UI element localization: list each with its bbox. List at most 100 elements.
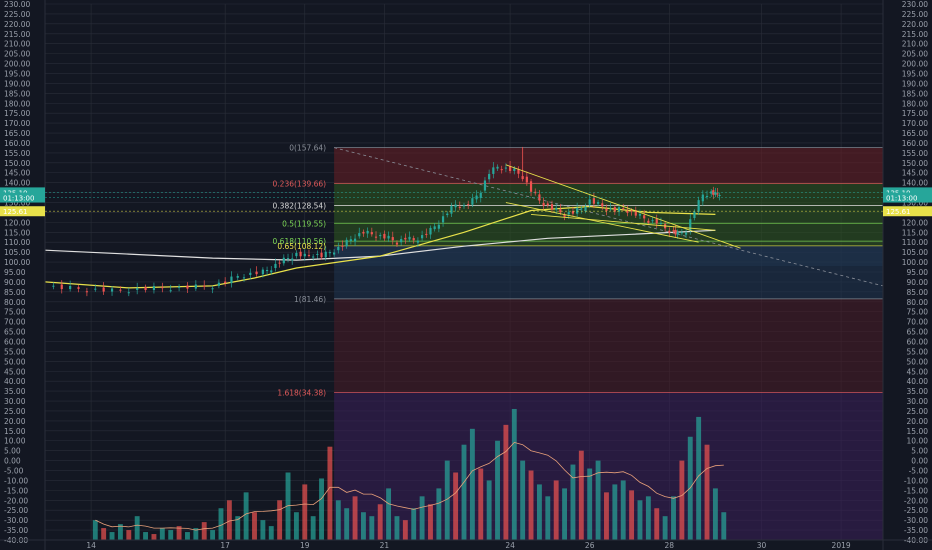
fib-zone — [334, 298, 883, 393]
candle-body — [450, 206, 453, 214]
candle-body — [282, 257, 285, 264]
y-tick-label: 80.00 — [907, 298, 929, 307]
candle-body — [555, 208, 558, 210]
volume-bar — [645, 496, 651, 540]
y-tick-label: 25.00 — [907, 407, 929, 416]
candle-body — [617, 207, 621, 212]
candle-body — [475, 195, 478, 200]
y-tick-label: 185.00 — [902, 89, 928, 98]
y-tick-label: 185.00 — [4, 89, 30, 98]
x-tick-label: 21 — [380, 541, 390, 550]
candle-body — [689, 219, 692, 231]
volume-bar — [360, 512, 366, 540]
volume-bar — [553, 480, 559, 540]
candle-body — [353, 238, 357, 242]
volume-bar — [545, 496, 551, 540]
candle-body — [291, 258, 294, 261]
y-tick-label: 100.00 — [4, 258, 30, 267]
volume-bar — [377, 504, 383, 540]
price-tag — [883, 206, 932, 217]
y-tick-label: 190.00 — [902, 79, 928, 88]
candle-body — [169, 290, 172, 292]
fib-label: 0.618(110.56) — [273, 237, 327, 246]
volume-bar — [394, 516, 400, 540]
candle-body — [370, 232, 373, 235]
x-tick-label: 2019 — [832, 541, 851, 550]
volume-bar — [143, 532, 149, 540]
candle-body — [345, 239, 348, 247]
y-tick-label: 5.00 — [911, 447, 928, 456]
candle-body — [349, 239, 352, 242]
volume-bar — [302, 484, 308, 540]
y-tick-label: 70.00 — [907, 318, 929, 327]
candle-body — [161, 287, 164, 289]
candle-body — [391, 237, 394, 241]
volume-bar — [226, 500, 232, 540]
y-tick-label: -20.00 — [4, 496, 28, 505]
candle-body — [716, 193, 719, 195]
trendlines[interactable] — [505, 164, 741, 249]
x-axis[interactable]: 14 17 19 21 24 26 28 30 2019 — [0, 539, 932, 550]
candle-body — [643, 215, 646, 219]
trendline — [505, 202, 699, 243]
candle-body — [693, 211, 696, 219]
candle-body — [374, 236, 378, 238]
y-tick-label: 40.00 — [4, 377, 26, 386]
y-tick-label: 65.00 — [4, 328, 26, 337]
volume-bar — [704, 444, 710, 540]
y-tick-label: 230.00 — [4, 0, 30, 9]
y-tick-label: 5.00 — [4, 447, 21, 456]
volume-bar — [235, 516, 241, 540]
y-tick-label: 140.00 — [4, 179, 30, 188]
candle-body — [136, 288, 139, 290]
candle-body — [634, 210, 637, 216]
y-tick-label: -5.00 — [4, 467, 24, 476]
volume-bar — [536, 484, 542, 540]
candle-body — [529, 181, 533, 192]
y-tick-label: 95.00 — [4, 268, 26, 277]
y-tick-label: 60.00 — [907, 337, 929, 346]
candle-body — [387, 235, 390, 239]
y-tick-label: 100.00 — [902, 258, 928, 267]
y-tick-label: 70.00 — [4, 318, 26, 327]
volume-bar — [176, 526, 182, 540]
y-tick-label: 110.00 — [4, 238, 30, 247]
candle-body — [230, 276, 233, 284]
volume-bar — [604, 492, 609, 540]
candle-body — [710, 191, 713, 194]
fib-zone — [334, 205, 883, 224]
candle-body — [217, 282, 220, 286]
fib-zone — [334, 245, 883, 267]
y-tick-label: -30.00 — [4, 516, 28, 525]
candle-body — [307, 254, 311, 256]
y-tick-label: 80.00 — [4, 298, 26, 307]
volume-bar — [671, 496, 676, 540]
fib-label: 0.382(128.54) — [273, 201, 327, 210]
y-tick-label: 105.00 — [4, 248, 30, 257]
y-tick-label: 140.00 — [902, 179, 928, 188]
candle-body — [102, 287, 105, 292]
candle-body — [421, 235, 424, 239]
y-tick-label: -15.00 — [4, 486, 28, 495]
x-tick-label: 26 — [585, 541, 595, 550]
volume-bar — [712, 488, 718, 540]
volume-bar — [101, 528, 107, 540]
y-tick-label: 45.00 — [907, 367, 929, 376]
candle-body — [462, 205, 466, 207]
candle-body — [152, 285, 156, 291]
volume-bar — [411, 508, 417, 540]
y-tick-label: 105.00 — [902, 248, 928, 257]
y-tick-label: -15.00 — [904, 486, 928, 495]
volume-bar — [369, 516, 375, 540]
candle-body — [559, 209, 562, 213]
y-tick-label: 180.00 — [4, 99, 30, 108]
candle-body — [395, 242, 399, 245]
candle-body — [333, 252, 336, 255]
volume-bar — [327, 446, 333, 540]
y-tick-label: 0.00 — [4, 457, 21, 466]
y-tick-label: 30.00 — [907, 397, 929, 406]
moving-average-line — [44, 205, 716, 289]
price-tag-text: 01:13:00 — [886, 195, 917, 203]
